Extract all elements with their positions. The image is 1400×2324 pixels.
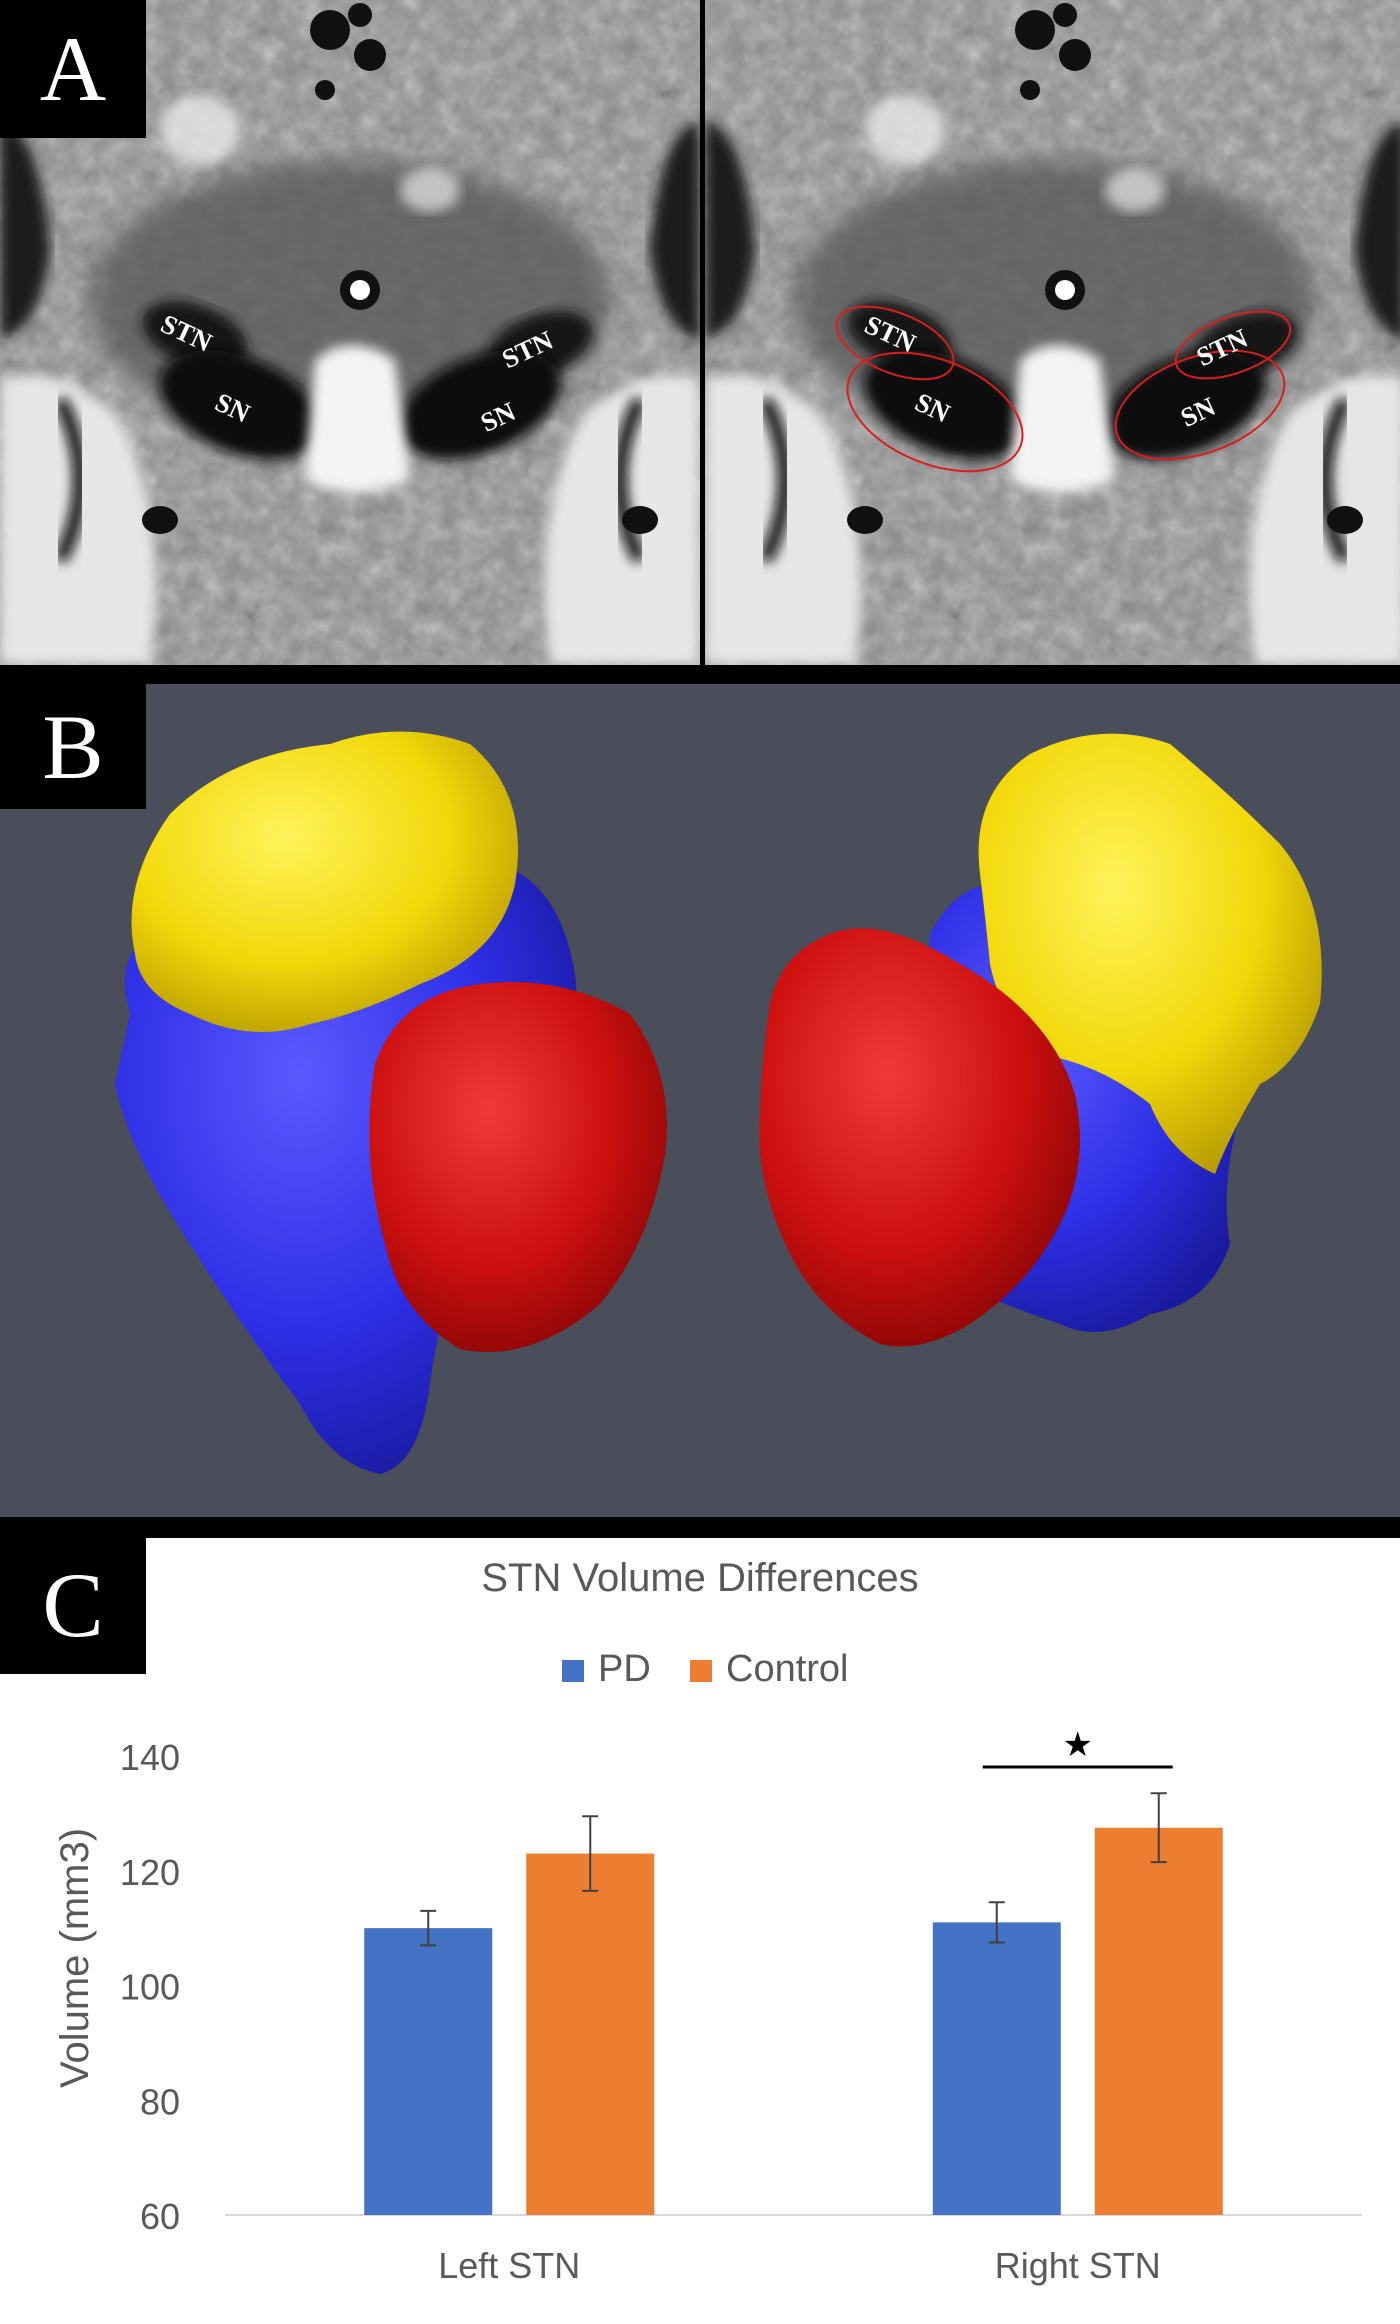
y-tick-label: 100 [120, 1967, 180, 2008]
bar-control-right-stn [1094, 1827, 1223, 2215]
x-tick-label: Right STN [995, 2245, 1161, 2286]
significance-star: ★ [1063, 1725, 1093, 1765]
chart-svg: STN Volume Differences PD Control 60 80 100… [53, 1556, 1362, 2286]
y-tick-label: 120 [120, 1852, 180, 1893]
y-tick-label: 80 [140, 2081, 180, 2122]
roi-outlines [835, 305, 1292, 473]
chart-title: STN Volume Differences [481, 1556, 918, 1600]
bar-pd-right-stn [932, 1922, 1061, 2215]
error-bar [1150, 1792, 1167, 1864]
legend-label-control: Control [726, 1648, 849, 1690]
rn-render-left [131, 731, 519, 1032]
chart-axes: 60 80 100 120 140 Left STN Right STN [120, 1737, 1362, 2286]
x-tick-label: Left STN [438, 2245, 580, 2286]
y-tick-label: 140 [120, 1737, 180, 1778]
roi-right-stn [1174, 310, 1292, 380]
panel-a-mri-images: STN SN STN SN STN SN STN SN A [0, 0, 1400, 665]
error-bar [420, 1909, 437, 1947]
legend-swatch-pd [562, 1660, 584, 1682]
panel-b-3d-render: B [0, 684, 1400, 1517]
y-tick-label: 60 [140, 2196, 180, 2237]
legend-swatch-control [690, 1660, 712, 1682]
stn-render-left [369, 982, 667, 1352]
rn-render-right [978, 733, 1322, 1174]
panel-c-bar-chart: STN Volume Differences PD Control 60 80 100… [0, 1538, 1400, 2324]
mri-image-right [705, 0, 1400, 665]
stn-render-right [759, 928, 1080, 1347]
chart-bars: ★ [364, 1725, 1223, 2215]
legend-label-pd: PD [598, 1648, 651, 1690]
render-svg [115, 731, 1322, 1474]
panel-tag-b: B [0, 684, 146, 809]
roi-left-stn [835, 305, 955, 381]
panel-tag-a: A [0, 0, 146, 138]
roi-left-sn [846, 351, 1024, 473]
chart-legend: PD Control [562, 1648, 849, 1690]
panel-tag-c: C [0, 1538, 146, 1674]
error-bar [582, 1815, 599, 1892]
bar-pd-left-stn [364, 1928, 493, 2215]
mri-svg: STN SN STN SN STN SN STN SN [0, 0, 1400, 665]
y-axis-label: Volume (mm3) [53, 1828, 97, 2088]
error-bar [988, 1901, 1005, 1944]
roi-right-sn [1114, 349, 1286, 461]
bar-control-left-stn [526, 1853, 655, 2215]
